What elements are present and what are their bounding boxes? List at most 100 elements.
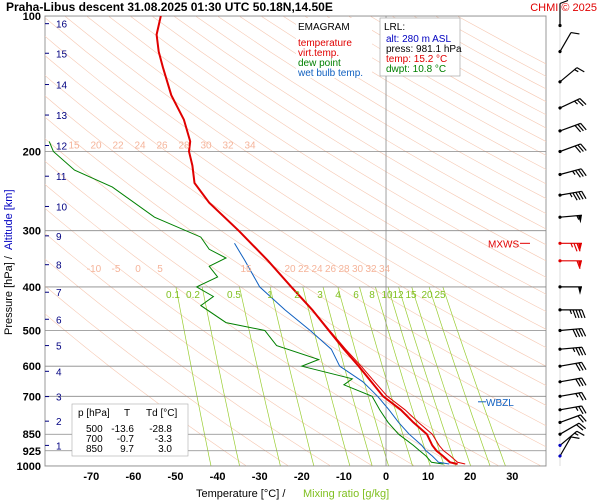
altitude-tick-label: 16 [56, 20, 68, 31]
mixing-ratio-label: 0.1 [166, 290, 180, 301]
table-row-p: 500 [86, 424, 103, 435]
lrl-temp: temp: 15.2 °C [386, 54, 447, 65]
wind-barb [558, 67, 585, 84]
isotherm-label: 15 [68, 140, 80, 151]
wind-barb [558, 361, 587, 372]
altitude-tick-label: 2 [56, 417, 62, 428]
table-row-t: -13.6 [111, 424, 134, 435]
lrl-alt: alt: 280 m ASL [386, 34, 451, 45]
wind-barb [558, 0, 569, 28]
level-table: p [hPa] T Td [°C] 500 -13.6 -28.8 700 -0… [71, 403, 189, 457]
altitude-tick-label: 12 [56, 142, 68, 153]
x-tick-label: -20 [294, 471, 310, 483]
lrl-press: press: 981.1 hPa [386, 44, 462, 55]
dry-adiabat [86, 16, 546, 312]
x-tick-label: -40 [210, 471, 226, 483]
isotherm-label: 5 [157, 264, 163, 275]
mixing-ratio-label: 1 [267, 290, 273, 301]
table-header-td: Td [°C] [146, 408, 177, 419]
mixing-ratio-label: 25 [434, 290, 446, 301]
mixing-ratio-label: 6 [353, 290, 359, 301]
isotherm-label: 15 [240, 264, 252, 275]
wind-barb [558, 31, 580, 54]
altitude-tick-label: 5 [56, 342, 62, 353]
wind-barb [558, 190, 587, 201]
isotherm-label: 22 [112, 140, 124, 151]
altitude-tick-label: 10 [56, 202, 68, 213]
series-wet-bulb-temp [234, 243, 450, 465]
wind-barb [558, 327, 587, 338]
isotherm-label: 26 [156, 140, 168, 151]
table-row-p: 850 [86, 444, 103, 455]
altitude-tick-label: 11 [56, 172, 67, 183]
y-tick-label: 200 [23, 146, 41, 158]
table-row-td: 3.0 [158, 444, 172, 455]
altitude-tick-label: 8 [56, 261, 62, 272]
table-row-td: -3.3 [155, 434, 173, 445]
dry-adiabat [129, 16, 546, 278]
x-tick-label: -60 [125, 471, 141, 483]
y-tick-label: 700 [23, 391, 41, 403]
legend-dew-point: dew point [298, 58, 341, 69]
table-row-t: -0.7 [117, 434, 135, 445]
mxws-marker: MXWS [488, 239, 519, 250]
wind-barb [558, 346, 587, 356]
x-tick-label: 30 [506, 471, 518, 483]
y-tick-label: 400 [23, 282, 41, 294]
y-axis-title: Pressure [hPa] / [3, 255, 15, 335]
altitude-tick-label: 6 [56, 315, 62, 326]
altitude-tick-label: 3 [56, 393, 62, 404]
isotherm-label: 32 [222, 140, 234, 151]
mixing-ratio-label: 4 [335, 290, 341, 301]
x-tick-label: 20 [464, 471, 476, 483]
y-tick-label: 600 [23, 361, 41, 373]
wind-barb [558, 436, 580, 458]
altitude-tick-label: 9 [56, 232, 62, 243]
wind-barb [558, 405, 587, 415]
chart-title: Praha-Libus descent 31.08.2025 01:30 UTC… [6, 0, 333, 14]
dry-adiabat [217, 16, 546, 214]
dry-adiabat [238, 16, 546, 199]
x-axis-title: Temperature [°C] / [196, 488, 286, 500]
wind-barb [558, 391, 587, 401]
lrl-dwpt: dwpt: 10.8 °C [386, 64, 446, 75]
mixing-ratio-label: 12 [392, 290, 404, 301]
legend-wet-bulb: wet bulb temp. [297, 68, 363, 79]
isotherm-label: 20 [90, 140, 102, 151]
legend: EMAGRAM temperature virt.temp. dew point… [296, 18, 372, 79]
y-tick-label: 300 [23, 226, 41, 238]
wind-barb [558, 259, 582, 270]
lrl-title: LRL: [384, 22, 405, 33]
altitude-tick-label: 15 [56, 49, 68, 60]
isotherm-label: 20 [284, 264, 296, 275]
x-tick-label: -10 [336, 471, 352, 483]
x-tick-label: -30 [252, 471, 268, 483]
copyright: CHMI © 2025 [530, 2, 597, 14]
wind-barb [558, 122, 587, 133]
lrl-box: LRL: alt: 280 m ASL press: 981.1 hPa tem… [379, 17, 462, 77]
dry-adiabat [45, 35, 546, 367]
dry-adiabat [151, 16, 546, 262]
dry-adiabat [173, 16, 546, 246]
series-virt-temp [156, 16, 466, 465]
isotherm-label: -5 [112, 264, 121, 275]
wind-barb [558, 285, 582, 295]
mixing-ratio-label: 15 [405, 290, 417, 301]
y-tick-label: 500 [23, 326, 41, 338]
y-axis-title-alt: Altitude [km] [3, 189, 15, 250]
isotherm-label: 22 [298, 264, 310, 275]
wind-barb [558, 430, 585, 447]
mixing-ratio-label: 0.2 [186, 290, 200, 301]
plot-area [44, 15, 547, 467]
mixing-ratio-label: 10 [381, 290, 393, 301]
mixing-ratio-label: 3 [317, 290, 323, 301]
wind-barb [558, 241, 582, 252]
isotherm-label: 30 [352, 264, 364, 275]
dry-adiabat [45, 17, 546, 348]
x-tick-label: 10 [422, 471, 434, 483]
dry-adiabat [45, 55, 546, 386]
wind-barb [558, 143, 587, 154]
table-row-p: 700 [86, 434, 103, 445]
y-tick-label: 925 [23, 446, 41, 458]
